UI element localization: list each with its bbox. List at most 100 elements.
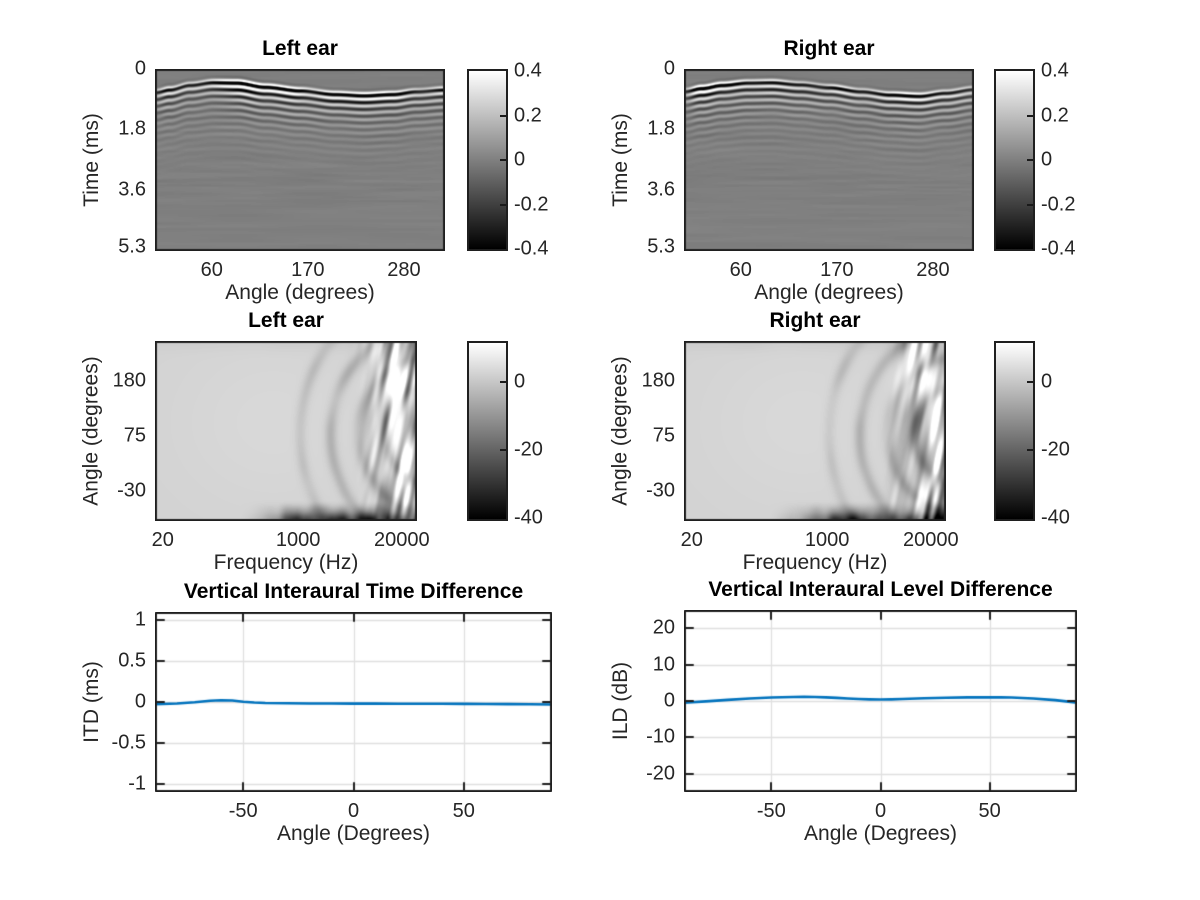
x-tick-label: -50: [756, 800, 786, 822]
plot-title: Left ear: [248, 309, 324, 332]
y-axis-label-wrap: ILD (dB): [604, 610, 638, 792]
plot-hrir-right: Right ear Time (ms) Angle (degrees) 60 17…: [609, 37, 974, 304]
x-axis-label: Frequency (Hz): [213, 551, 359, 574]
colorbar-hrir-right: 0.4 0.2 0 -0.2 -0.4: [994, 60, 1075, 260]
y-tick-label: -30: [646, 479, 675, 502]
plot-canvas-spec-left: [155, 341, 417, 521]
y-axis-label: ILD (dB): [609, 661, 632, 741]
y-tick-label: 5.3: [118, 235, 146, 258]
x-tick-label: 20000: [374, 529, 430, 551]
plot-canvas-hrir-right: [684, 69, 974, 251]
y-tick-label: -20: [646, 762, 675, 785]
colorbar-tick-label: 0.4: [514, 59, 542, 82]
colorbar-tick-label: -40: [514, 506, 543, 529]
colorbar-tick-label: -40: [1041, 506, 1070, 529]
plot-canvas-ild: [684, 610, 1077, 792]
y-tick-label: 3.6: [647, 178, 675, 201]
colorbar-tick-label: -0.4: [514, 237, 549, 260]
y-tick-label: 5.3: [647, 235, 675, 258]
y-tick-label: 20: [652, 616, 675, 639]
colorbar-tick-label: -20: [514, 438, 543, 461]
x-tick-label: 1000: [275, 529, 321, 551]
colorbar-spectrum-left: 0 -20 -40: [467, 341, 543, 528]
y-tick-label: 75: [652, 424, 675, 447]
colorbar-tick-label: -0.4: [1041, 237, 1076, 260]
plot-title: Vertical Interaural Level Difference: [708, 578, 1053, 601]
y-tick-label: 180: [112, 369, 146, 392]
y-axis-label-wrap: ITD (ms): [75, 612, 109, 792]
colorbar-tick-mark: [1027, 381, 1033, 384]
plot-title: Vertical Interaural Time Difference: [183, 580, 524, 603]
colorbar-tick-label: 0.2: [1041, 104, 1069, 126]
y-axis-label-wrap: Angle (degrees): [604, 341, 638, 521]
x-axis-label: Angle (degrees): [225, 281, 375, 304]
x-axis-label: Angle (Degrees): [277, 822, 430, 845]
colorbar-tick-label: 0: [514, 370, 526, 393]
plot-canvas-hrir-left: [155, 69, 445, 251]
colorbar-tick-label: 0.4: [1041, 59, 1069, 82]
y-axis-label: ITD (ms): [80, 661, 103, 743]
colorbar-tick-mark: [1027, 203, 1033, 206]
y-tick-label: 0.5: [118, 649, 146, 672]
colorbar-tick-mark: [1027, 449, 1033, 452]
colorbar-tick-label: 0.2: [514, 104, 542, 126]
y-axis-label-wrap: Angle (degrees): [75, 341, 109, 521]
colorbar-tick-mark: [500, 114, 506, 117]
x-tick-label: 60: [200, 259, 223, 281]
colorbar-tick-mark: [500, 449, 506, 452]
colorbar-tick-mark: [1027, 159, 1033, 161]
y-tick-label: -10: [646, 725, 675, 748]
y-axis-label: Time (ms): [80, 113, 104, 207]
colorbar-tick-mark: [1027, 114, 1033, 117]
y-tick-label: 1.8: [118, 117, 146, 140]
plot-title: Right ear: [783, 37, 875, 60]
plot-canvas-itd: [155, 612, 552, 792]
x-tick-label: -50: [228, 800, 258, 822]
plot-itd: Vertical Interaural Time Difference ITD …: [80, 580, 552, 845]
x-axis-label: Angle (degrees): [754, 281, 904, 304]
plot-hrir-left: Left ear Time (ms) Angle (degrees) 60 170…: [80, 37, 445, 304]
colorbar-spectrum-right: 0 -20 -40: [994, 341, 1070, 528]
y-axis-label: Angle (degrees): [80, 356, 104, 506]
x-tick-label: 50: [452, 800, 475, 822]
y-tick-label: 3.6: [118, 178, 146, 201]
y-tick-label: 75: [123, 424, 146, 447]
x-tick-label: 20: [680, 529, 703, 551]
y-tick-label: 0: [663, 689, 675, 712]
colorbar-tick-label: 0: [1041, 370, 1053, 393]
y-tick-label: 1: [134, 608, 146, 631]
y-axis-label-wrap: Time (ms): [604, 69, 638, 251]
x-axis-label: Frequency (Hz): [742, 551, 888, 574]
x-tick-label: 20000: [903, 529, 959, 551]
colorbar-tick-mark: [500, 159, 506, 161]
plot-canvas-spec-right: [684, 341, 946, 521]
x-tick-label: 170: [820, 259, 854, 281]
y-tick-label: -30: [117, 479, 146, 502]
colorbar-tick-mark: [500, 203, 506, 206]
colorbar-tick-mark: [500, 381, 506, 384]
y-tick-label: 0: [663, 57, 675, 80]
x-tick-label: 280: [387, 259, 421, 281]
y-axis-label: Time (ms): [609, 113, 633, 207]
x-tick-label: 60: [729, 259, 752, 281]
y-tick-label: 1.8: [647, 117, 675, 140]
y-axis-label: Angle (degrees): [609, 356, 633, 506]
plot-ild: Vertical Interaural Level Difference ILD…: [609, 578, 1077, 845]
colorbar-tick-label: -20: [1041, 438, 1070, 461]
colorbar-tick-label: -0.2: [1041, 193, 1076, 215]
y-tick-label: 180: [641, 369, 675, 392]
y-tick-label: -0.5: [111, 731, 146, 754]
y-tick-label: -1: [128, 772, 146, 795]
y-tick-label: 0: [134, 690, 146, 713]
plot-spectrum-right: Right ear Angle (degrees) Frequency (Hz)…: [609, 309, 959, 574]
colorbar-tick-label: -0.2: [514, 193, 549, 215]
plot-spectrum-left: Left ear Angle (degrees) Frequency (Hz) …: [80, 309, 430, 574]
y-axis-label-wrap: Time (ms): [75, 69, 109, 251]
x-tick-label: 0: [347, 800, 360, 822]
x-axis-label: Angle (Degrees): [804, 822, 957, 845]
plot-title: Left ear: [262, 37, 338, 60]
colorbar-hrir-left: 0.4 0.2 0 -0.2 -0.4: [467, 60, 548, 260]
x-tick-label: 280: [916, 259, 950, 281]
x-tick-label: 50: [978, 800, 1001, 822]
